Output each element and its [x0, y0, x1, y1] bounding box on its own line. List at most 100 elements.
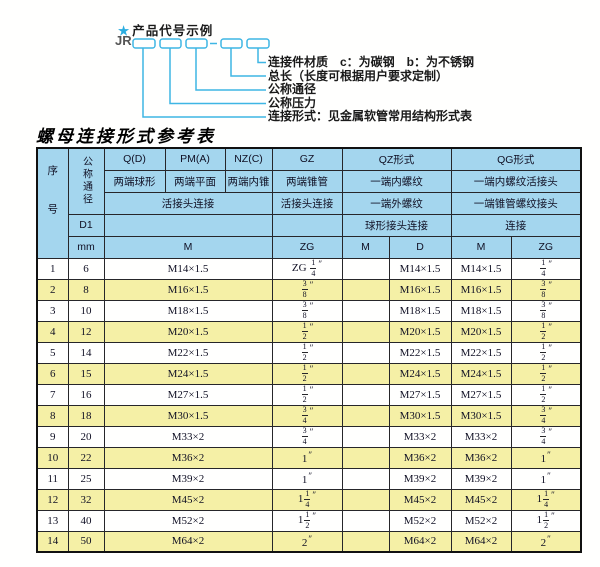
cell-qg-zg: 1″: [510, 446, 582, 469]
cell-mm: 25: [67, 467, 105, 490]
header-row-union: 活接头连接 活接头连接 一端外螺纹 一端锥管螺纹接头: [37, 191, 582, 215]
header-both-spherical: 两端球形: [103, 169, 166, 193]
cell-mm: 22: [67, 446, 105, 469]
cell-qg-m: M24×1.5: [450, 362, 512, 385]
cell-gz: 1 1 2 ″: [271, 509, 343, 532]
connector-line: [230, 48, 266, 77]
cell-qg-m: M14×1.5: [450, 257, 512, 280]
cell-qg-zg: 1 2 ″: [510, 362, 582, 385]
header-one-internal-union: 一端内螺纹活接头: [450, 169, 582, 193]
cell-qg-m: M30×1.5: [450, 404, 512, 427]
cell-qz-m: [341, 425, 390, 448]
code-box: [159, 38, 182, 49]
cell-qg-m: M39×2: [450, 467, 512, 490]
header-row-d1: D1 球形接头连接 连接: [37, 213, 582, 237]
cell-gz: 3 4 ″: [271, 425, 343, 448]
code-box: [246, 38, 270, 49]
cell-mm: 10: [67, 299, 105, 322]
header-mm: mm: [67, 235, 105, 259]
cell-gz: 1 2 ″: [271, 320, 343, 343]
cell-gz: 3 8 ″: [271, 299, 343, 322]
connector-line: [169, 48, 266, 105]
cell-qz-d: M20×1.5: [388, 320, 452, 343]
cell-qz-m: [341, 383, 390, 406]
header-m-thread: M: [103, 235, 273, 259]
empty-cell: [271, 213, 343, 237]
cell-seq: 11: [36, 467, 69, 490]
connector-line: [142, 48, 266, 118]
cell-gz: 2″: [271, 530, 343, 553]
header-both-taper-pipe: 两端锥管: [271, 169, 343, 193]
cell-qg-m: M33×2: [450, 425, 512, 448]
cell-mm: 6: [67, 257, 105, 280]
cell-qz-m: [341, 530, 390, 553]
cell-qg-m: M22×1.5: [450, 341, 512, 364]
header-nominal-diameter: 公称通径: [67, 147, 105, 215]
cell-m: M14×1.5: [103, 257, 273, 280]
cell-seq: 14: [36, 530, 69, 553]
header-one-taper-thread-joint: 一端锥管螺纹接头: [450, 191, 582, 215]
header-both-flat: 两端平面: [164, 169, 226, 193]
cell-qz-d: M45×2: [388, 488, 452, 511]
table-row: 1 6 M14×1.5 ZG 1 4 ″ M14×1.5 M14×1.5 1 4 ″: [36, 257, 582, 280]
header-qg-m: M: [450, 235, 512, 259]
cell-qz-d: M52×2: [388, 509, 452, 532]
cell-gz: 3 8 ″: [271, 278, 343, 301]
header-union-connection: 活接头连接: [103, 191, 273, 215]
cell-qz-m: [341, 257, 390, 280]
cell-mm: 40: [67, 509, 105, 532]
cell-seq: 12: [36, 488, 69, 511]
cell-gz: 1 2 ″: [271, 341, 343, 364]
table-row: 8 18 M30×1.5 3 4 ″ M30×1.5 M30×1.5 3 4 ″: [36, 404, 582, 427]
cell-qz-d: M27×1.5: [388, 383, 452, 406]
cell-qg-m: M45×2: [450, 488, 512, 511]
cell-qz-d: M30×1.5: [388, 404, 452, 427]
code-labels: 连接件材质 c：为碳钢 b：为不锈钢 总长（长度可根据用户要求定制） 公称通径 …: [268, 55, 475, 124]
cell-gz: 1″: [271, 446, 343, 469]
cell-qz-d: M14×1.5: [388, 257, 452, 280]
cell-mm: 50: [67, 530, 105, 553]
table-title: 螺母连接形式参考表: [36, 127, 216, 147]
cell-seq: 8: [36, 404, 69, 427]
cell-qg-zg: 1 2 ″: [510, 383, 582, 406]
header-row-ends: 两端球形 两端平面 两端内锥 两端锥管 一端内螺纹 一端内螺纹活接头: [37, 169, 582, 193]
cell-qz-d: M64×2: [388, 530, 452, 553]
cell-m: M30×1.5: [103, 404, 273, 427]
cell-mm: 8: [67, 278, 105, 301]
header-union-connection-gz: 活接头连接: [271, 191, 343, 215]
header-qz-m: M: [341, 235, 390, 259]
code-label-material: 连接件材质 c：为碳钢 b：为不锈钢: [268, 55, 475, 69]
product-code-prefix: JR: [115, 33, 132, 48]
cell-qg-m: M36×2: [450, 446, 512, 469]
header-one-internal-thread: 一端内螺纹: [341, 169, 452, 193]
cell-gz: 1″: [271, 467, 343, 490]
header-qg-zg: ZG: [510, 235, 582, 259]
header-d1: D1: [67, 213, 105, 237]
cell-m: M16×1.5: [103, 278, 273, 301]
cell-qz-d: M24×1.5: [388, 362, 452, 385]
header-qd: Q(D): [103, 147, 166, 171]
table-row: 13 40 M52×2 1 1 2 ″ M52×2 M52×2 1 1 2 ″: [36, 509, 582, 532]
code-box: [220, 38, 243, 49]
cell-qg-zg: 3 4 ″: [510, 404, 582, 427]
cell-mm: 12: [67, 320, 105, 343]
cell-qg-zg: 1 1 2 ″: [510, 509, 582, 532]
code-label-pressure: 公称压力: [268, 95, 317, 110]
cell-qz-m: [341, 404, 390, 427]
nut-connection-table: 序号 公称通径 Q(D) PM(A) NZ(C) GZ QZ形式 QG形式 两端…: [36, 147, 582, 553]
diagram-title-text: 产品代号示例: [132, 24, 214, 38]
product-code-boxes: [132, 38, 270, 118]
cell-qz-m: [341, 299, 390, 322]
cell-mm: 14: [67, 341, 105, 364]
header-qg: QG形式: [450, 147, 582, 171]
cell-qg-zg: 3 4 ″: [510, 425, 582, 448]
